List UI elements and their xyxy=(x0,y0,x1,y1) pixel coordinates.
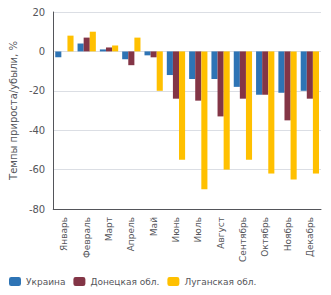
svg-text:Июнь: Июнь xyxy=(171,217,181,243)
svg-text:Луганская обл.: Луганская обл. xyxy=(184,277,256,287)
svg-text:Март: Март xyxy=(104,217,114,241)
svg-text:Декабрь: Декабрь xyxy=(305,217,315,257)
svg-text:-40: -40 xyxy=(29,125,45,136)
svg-text:Май: Май xyxy=(149,217,159,236)
svg-text:-60: -60 xyxy=(29,164,45,175)
svg-text:Украина: Украина xyxy=(26,277,65,287)
svg-text:Февраль: Февраль xyxy=(82,217,92,258)
svg-text:Апрель: Апрель xyxy=(126,217,136,251)
svg-text:Темпы прироста/убыли, %: Темпы прироста/убыли, % xyxy=(8,41,19,181)
svg-text:Ноябрь: Ноябрь xyxy=(283,217,293,251)
svg-text:-20: -20 xyxy=(29,85,45,96)
svg-text:0: 0 xyxy=(39,46,45,57)
svg-text:Сентябрь: Сентябрь xyxy=(238,217,248,262)
svg-text:Октябрь: Октябрь xyxy=(260,217,270,257)
svg-text:20: 20 xyxy=(32,7,45,18)
svg-text:Август: Август xyxy=(216,217,226,249)
svg-text:Июль: Июль xyxy=(193,217,203,242)
svg-text:Донецкая обл.: Донецкая обл. xyxy=(90,277,159,287)
svg-text:-80: -80 xyxy=(29,204,45,215)
svg-text:Январь: Январь xyxy=(59,217,69,251)
